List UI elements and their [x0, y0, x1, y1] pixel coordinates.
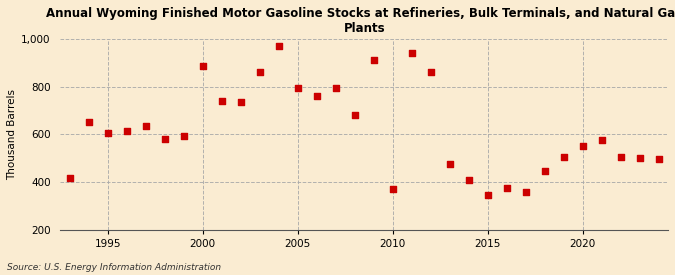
- Point: [463, 177, 474, 182]
- Point: [558, 155, 569, 159]
- Point: [217, 99, 227, 103]
- Point: [159, 137, 170, 141]
- Point: [311, 94, 322, 98]
- Point: [596, 138, 607, 142]
- Point: [634, 156, 645, 160]
- Point: [236, 100, 246, 104]
- Point: [103, 131, 113, 135]
- Point: [254, 70, 265, 75]
- Point: [292, 86, 303, 90]
- Point: [122, 128, 132, 133]
- Point: [349, 113, 360, 117]
- Point: [197, 64, 208, 68]
- Title: Annual Wyoming Finished Motor Gasoline Stocks at Refineries, Bulk Terminals, and: Annual Wyoming Finished Motor Gasoline S…: [46, 7, 675, 35]
- Y-axis label: Thousand Barrels: Thousand Barrels: [7, 89, 17, 180]
- Point: [520, 189, 531, 194]
- Point: [502, 186, 512, 190]
- Point: [273, 44, 284, 48]
- Point: [140, 124, 151, 128]
- Point: [330, 86, 341, 90]
- Point: [615, 155, 626, 159]
- Point: [653, 157, 664, 162]
- Point: [84, 120, 95, 125]
- Point: [425, 70, 436, 75]
- Point: [444, 162, 455, 166]
- Point: [539, 169, 550, 174]
- Point: [369, 58, 379, 63]
- Point: [178, 133, 189, 138]
- Point: [482, 193, 493, 197]
- Point: [577, 144, 588, 148]
- Point: [64, 176, 75, 181]
- Point: [387, 187, 398, 191]
- Text: Source: U.S. Energy Information Administration: Source: U.S. Energy Information Administ…: [7, 263, 221, 272]
- Point: [406, 51, 417, 55]
